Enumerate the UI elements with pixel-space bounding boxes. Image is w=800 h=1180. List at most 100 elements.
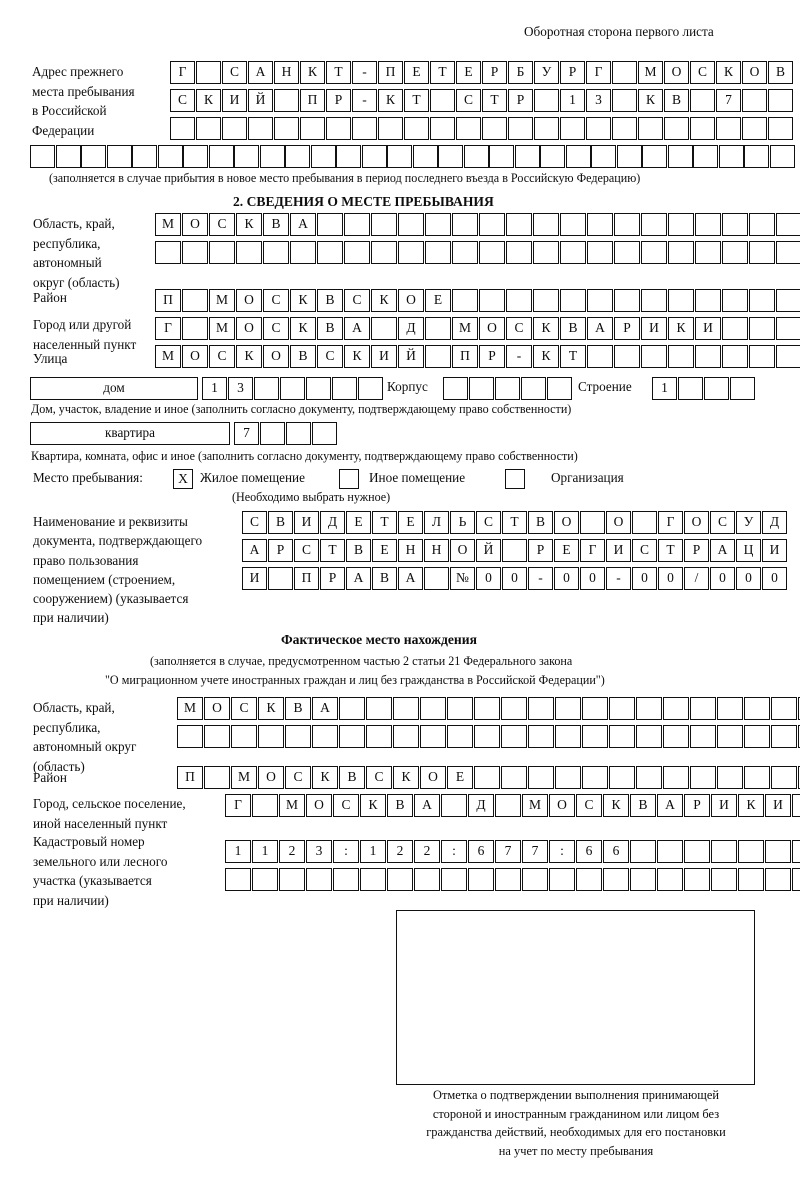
char-cell[interactable]: - xyxy=(506,345,532,368)
char-cell[interactable] xyxy=(521,377,546,400)
char-cell[interactable] xyxy=(501,766,527,789)
char-cell[interactable]: О xyxy=(450,539,475,562)
char-cell[interactable]: К xyxy=(196,89,221,112)
char-cell[interactable]: И xyxy=(242,567,267,590)
char-cell[interactable]: К xyxy=(378,89,403,112)
char-cell[interactable]: А xyxy=(344,317,370,340)
char-cell[interactable]: В xyxy=(664,89,689,112)
prev-address-row-4[interactable] xyxy=(30,145,795,168)
char-cell[interactable] xyxy=(479,213,505,236)
char-cell[interactable]: К xyxy=(371,289,397,312)
char-cell[interactable] xyxy=(560,213,586,236)
char-cell[interactable] xyxy=(463,145,489,168)
char-cell[interactable] xyxy=(749,213,775,236)
char-cell[interactable]: А xyxy=(242,539,267,562)
char-cell[interactable] xyxy=(738,868,764,891)
char-cell[interactable] xyxy=(412,145,438,168)
char-cell[interactable]: К xyxy=(236,345,262,368)
char-cell[interactable] xyxy=(378,117,403,140)
char-cell[interactable] xyxy=(30,145,55,168)
char-cell[interactable] xyxy=(609,697,635,720)
char-cell[interactable] xyxy=(663,766,689,789)
char-cell[interactable] xyxy=(358,377,383,400)
char-cell[interactable] xyxy=(430,117,455,140)
char-cell[interactable]: С xyxy=(285,766,311,789)
char-cell[interactable]: Е xyxy=(346,511,371,534)
char-cell[interactable] xyxy=(534,117,559,140)
char-cell[interactable] xyxy=(642,145,667,168)
char-cell[interactable]: П xyxy=(177,766,203,789)
char-cell[interactable]: - xyxy=(528,567,553,590)
char-cell[interactable] xyxy=(286,422,311,445)
char-cell[interactable] xyxy=(565,145,591,168)
char-cell[interactable] xyxy=(441,868,467,891)
char-cell[interactable] xyxy=(506,213,532,236)
char-cell[interactable] xyxy=(690,725,716,748)
char-cell[interactable] xyxy=(468,868,494,891)
char-cell[interactable] xyxy=(259,145,285,168)
char-cell[interactable] xyxy=(274,117,299,140)
char-cell[interactable] xyxy=(555,766,581,789)
char-cell[interactable] xyxy=(749,345,775,368)
char-cell[interactable] xyxy=(474,697,500,720)
char-cell[interactable] xyxy=(668,213,694,236)
char-cell[interactable] xyxy=(722,289,748,312)
char-cell[interactable] xyxy=(636,766,662,789)
char-cell[interactable] xyxy=(252,794,278,817)
char-cell[interactable]: Р xyxy=(479,345,505,368)
char-cell[interactable] xyxy=(744,697,770,720)
char-cell[interactable] xyxy=(371,213,397,236)
char-cell[interactable]: 1 xyxy=(652,377,677,400)
char-cell[interactable] xyxy=(609,725,635,748)
char-cell[interactable] xyxy=(424,567,449,590)
char-cell[interactable]: 2 xyxy=(414,840,440,863)
char-cell[interactable]: О xyxy=(742,61,767,84)
char-cell[interactable]: А xyxy=(290,213,316,236)
stay-type-checkbox-organization[interactable] xyxy=(505,469,525,489)
char-cell[interactable]: 7 xyxy=(495,840,521,863)
char-cell[interactable]: О xyxy=(420,766,446,789)
char-cell[interactable]: С xyxy=(333,794,359,817)
char-cell[interactable] xyxy=(716,117,741,140)
char-cell[interactable] xyxy=(366,697,392,720)
char-cell[interactable]: И xyxy=(222,89,247,112)
char-cell[interactable]: О xyxy=(664,61,689,84)
char-cell[interactable] xyxy=(587,241,613,264)
char-cell[interactable]: В xyxy=(263,213,289,236)
char-cell[interactable]: В xyxy=(560,317,586,340)
char-cell[interactable]: 0 xyxy=(736,567,761,590)
char-cell[interactable]: А xyxy=(587,317,613,340)
char-cell[interactable] xyxy=(792,840,800,863)
char-cell[interactable] xyxy=(798,725,800,748)
char-cell[interactable] xyxy=(668,289,694,312)
char-cell[interactable] xyxy=(438,145,463,168)
char-cell[interactable]: 0 xyxy=(554,567,579,590)
char-cell[interactable]: 3 xyxy=(228,377,253,400)
char-cell[interactable] xyxy=(555,697,581,720)
char-cell[interactable]: Т xyxy=(326,61,351,84)
char-cell[interactable]: - xyxy=(606,567,631,590)
char-cell[interactable]: Р xyxy=(268,539,293,562)
char-cell[interactable]: Г xyxy=(658,511,683,534)
char-cell[interactable] xyxy=(208,145,234,168)
char-cell[interactable] xyxy=(404,117,429,140)
char-cell[interactable]: В xyxy=(268,511,293,534)
char-cell[interactable] xyxy=(690,697,716,720)
char-cell[interactable]: Г xyxy=(580,539,605,562)
char-cell[interactable]: К xyxy=(344,345,370,368)
char-cell[interactable]: Е xyxy=(456,61,481,84)
char-cell[interactable]: Р xyxy=(684,794,710,817)
char-cell[interactable]: Р xyxy=(528,539,553,562)
char-cell[interactable]: 3 xyxy=(306,840,332,863)
char-cell[interactable] xyxy=(306,868,332,891)
char-cell[interactable]: Е xyxy=(554,539,579,562)
char-cell[interactable] xyxy=(663,725,689,748)
char-cell[interactable]: М xyxy=(638,61,663,84)
char-cell[interactable]: Б xyxy=(508,61,533,84)
